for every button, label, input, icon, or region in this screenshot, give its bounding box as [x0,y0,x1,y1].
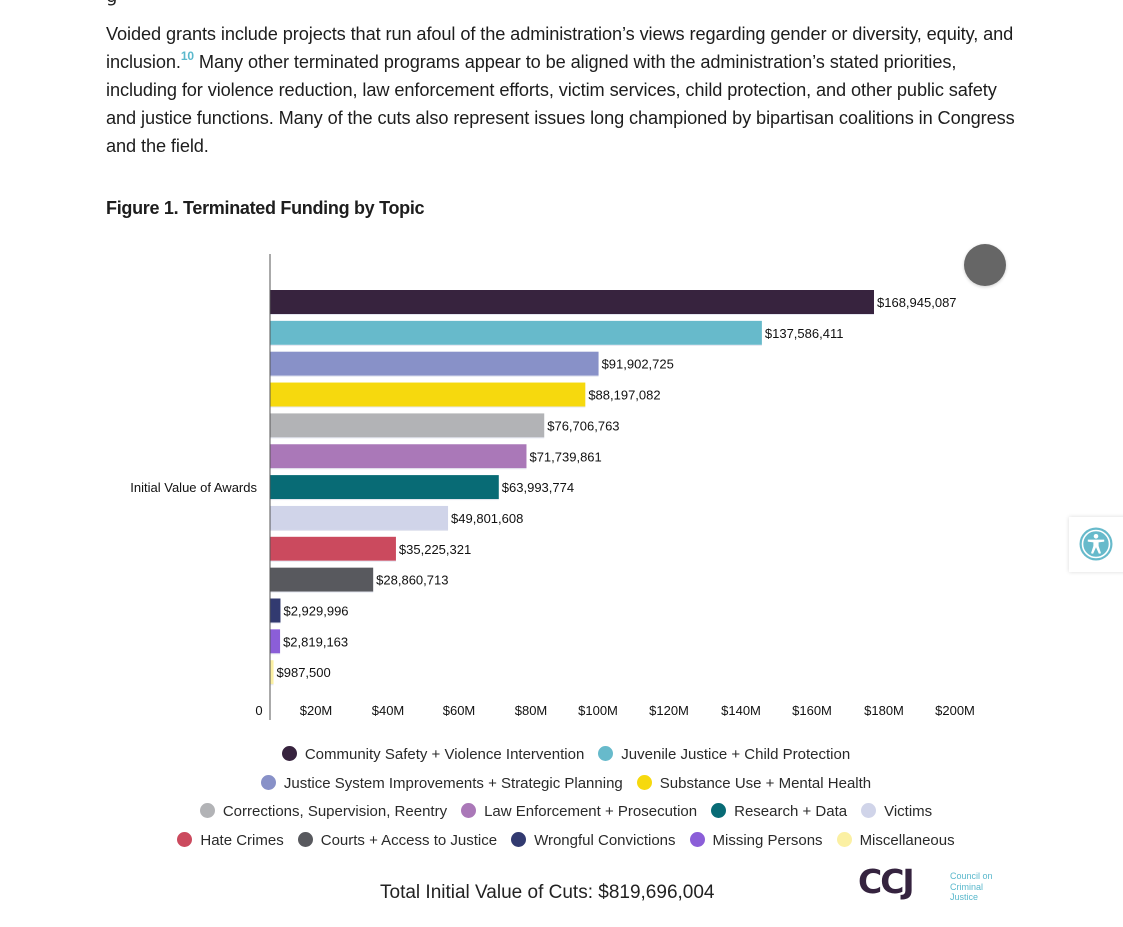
x-tick-label: 0 [255,703,262,718]
paragraph-text-2: Many other terminated programs appear to… [106,52,1015,156]
bar-value-label: $88,197,082 [588,388,660,403]
legend-swatch-icon [281,746,297,761]
paragraph-text-1: Voided grants include projects that run … [106,24,1014,72]
previous-text-fragment: g [106,0,117,7]
x-tick-label: $40M [372,703,405,718]
footnote-link[interactable]: 10 [180,49,194,63]
legend-swatch-icon [297,831,313,847]
bar [270,413,545,438]
bar [270,351,599,376]
legend-swatch-icon [636,774,652,790]
legend-swatch-icon [199,803,215,818]
legend-label: Justice System Improvements + Strategic … [283,774,623,792]
x-tick-label: $120M [649,703,689,718]
legend-item[interactable]: Wrongful Convictions [511,828,676,854]
legend-label: Juvenile Justice + Child Protection [621,746,851,763]
bar-value-label: $2,819,163 [283,634,348,649]
legend-swatch-icon [260,774,276,790]
legend-item[interactable]: Justice System Improvements + Strategic … [260,771,623,797]
x-tick-label: $100M [578,703,618,718]
logo-line-1: Council on [950,871,993,881]
bar [270,320,762,345]
legend-label: Wrongful Convictions [534,831,676,849]
legend-label: Miscellaneous [859,831,955,849]
bar-value-label: $28,860,713 [376,573,448,588]
chart-menu-button[interactable] [964,244,1006,286]
legend-label: Substance Use + Mental Health [659,774,872,792]
legend-swatch-icon [836,831,852,847]
bar [270,382,586,407]
bar-chart: $168,945,087 $137,586,411 $91,902,725 $88,1… [130,254,975,720]
legend-swatch-icon [598,746,614,761]
bar [270,567,374,592]
legend-swatch-icon [177,831,193,847]
article-paragraph: Voided grants include projects that run … [106,20,1026,160]
legend-item[interactable]: Substance Use + Mental Health [636,771,872,797]
legend-row: Justice System Improvements + Strategic … [106,771,1026,800]
bar [270,290,874,314]
bar-value-label: $71,739,861 [529,449,601,464]
x-tick-label: $180M [864,703,904,718]
legend-label: Community Safety + Violence Intervention [304,746,585,763]
legend-label: Law Enforcement + Prosecution [484,803,698,820]
bar-value-label: $2,929,996 [283,604,348,619]
y-axis-category-label: Initial Value of Awards [130,480,257,495]
logo-mark: CCJ [858,862,915,901]
legend-swatch-icon [689,831,705,847]
legend-row: Community Safety + Violence Intervention… [106,742,1026,771]
bar-value-label: $168,945,087 [877,295,957,310]
legend-item[interactable]: Juvenile Justice + Child Protection [598,742,850,768]
bar [270,505,449,530]
accessibility-button[interactable] [1069,517,1123,572]
x-tick-label: $80M [515,703,548,718]
x-tick-label: $20M [300,703,333,718]
legend-swatch-icon [861,803,877,818]
x-tick-label: $60M [443,703,476,718]
bar [270,629,281,654]
bar-value-label: $987,500 [277,665,331,680]
legend-item[interactable]: Research + Data [711,799,847,825]
legend-label: Victims [884,803,933,820]
legend-label: Research + Data [734,803,848,820]
legend-swatch-icon [511,831,527,847]
bar-value-label: $137,586,411 [765,326,844,341]
legend-label: Corrections, Supervision, Reentry [222,803,448,820]
logo-line-3: Justice [950,892,979,902]
bar-value-label: $49,801,608 [451,511,523,526]
figure-title: Figure 1. Terminated Funding by Topic [106,198,425,218]
legend-swatch-icon [461,803,477,818]
ccj-logo: CCJ Council on Criminal Justice [858,862,1008,908]
legend-item[interactable]: Miscellaneous [836,828,955,854]
legend-item[interactable]: Missing Persons [689,828,823,854]
bar [270,475,499,500]
logo-line-2: Criminal [950,881,984,892]
legend-item[interactable]: Law Enforcement + Prosecution [461,799,697,825]
bar-value-label: $63,993,774 [502,480,574,495]
total-value-label: Total Initial Value of Cuts: $819,696,00… [380,882,715,903]
bar [270,598,281,623]
x-tick-label: $200M [935,703,975,718]
logo-wordmark: Council on Criminal Justice [950,871,993,903]
bar [270,536,396,561]
accessibility-icon [1079,527,1113,561]
legend-row: Corrections, Supervision, Reentry Law Enf… [106,799,1026,828]
bar-value-label: $76,706,763 [547,418,619,433]
legend-row: Hate Crimes Courts + Access to Justice Wro… [106,828,1026,857]
chart-legend: Community Safety + Violence Intervention… [106,742,1026,856]
bar-value-label: $91,902,725 [602,357,674,372]
x-tick-label: $140M [721,703,761,718]
legend-item[interactable]: Community Safety + Violence Intervention [281,742,585,768]
legend-label: Missing Persons [712,831,823,849]
legend-swatch-icon [711,803,727,818]
bar [270,444,527,469]
legend-label: Hate Crimes [200,831,284,849]
legend-item[interactable]: Courts + Access to Justice [297,828,498,854]
bar-value-label: $35,225,321 [399,542,471,557]
bar [270,660,274,685]
legend-item[interactable]: Hate Crimes [177,828,284,854]
x-tick-label: $160M [792,703,832,718]
legend-label: Courts + Access to Justice [320,831,498,849]
legend-item[interactable]: Corrections, Supervision, Reentry [199,799,448,825]
legend-item[interactable]: Victims [861,799,932,825]
